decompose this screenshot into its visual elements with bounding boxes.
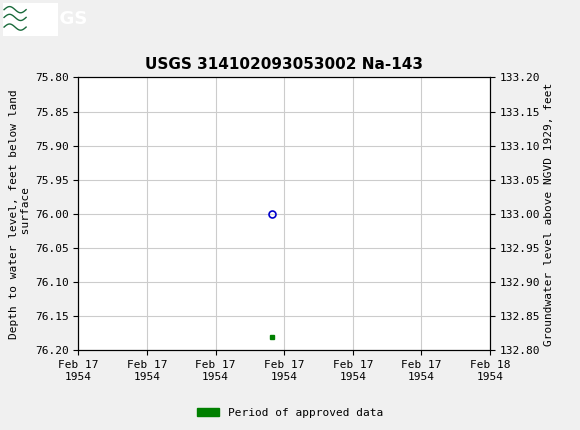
Bar (3, 3, 58, 36)
Y-axis label: Depth to water level, feet below land
 surface: Depth to water level, feet below land su… (9, 89, 31, 339)
Text: USGS: USGS (32, 10, 87, 28)
Y-axis label: Groundwater level above NGVD 1929, feet: Groundwater level above NGVD 1929, feet (545, 82, 554, 346)
Title: USGS 314102093053002 Na-143: USGS 314102093053002 Na-143 (145, 57, 423, 72)
Legend: Period of approved data: Period of approved data (193, 403, 387, 422)
